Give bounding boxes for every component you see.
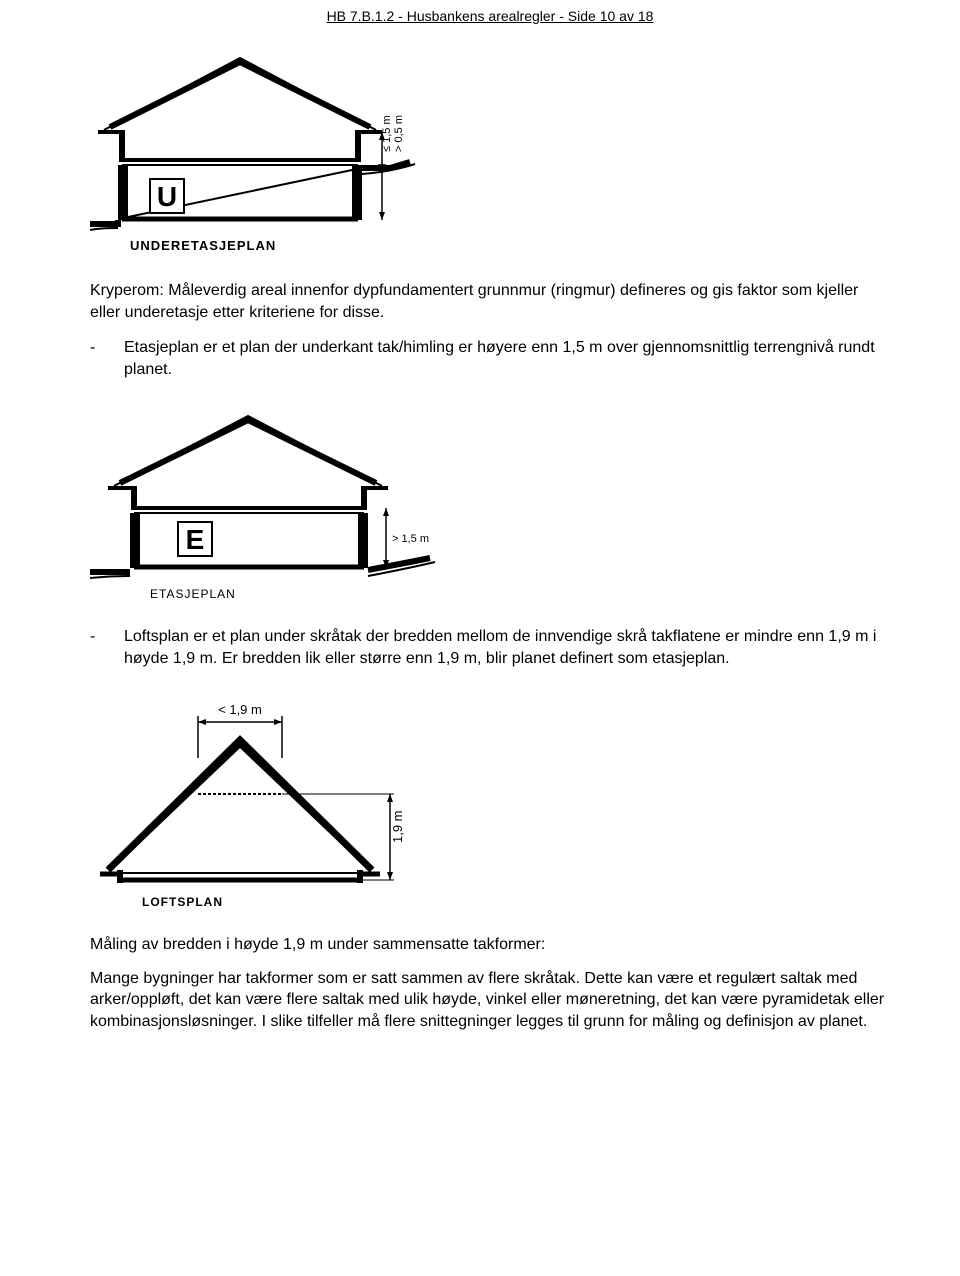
etasjeplan-diagram: E > 1,5 m ETASJEPLAN: [90, 408, 450, 608]
bullet-dash: -: [90, 626, 124, 669]
svg-text:> 0,5 m: > 0,5 m: [393, 115, 405, 152]
paragraph-kryperom: Kryperom: Måleverdig areal innenfor dypf…: [90, 280, 890, 323]
svg-text:LOFTSPLAN: LOFTSPLAN: [142, 895, 223, 909]
svg-text:E: E: [186, 524, 205, 555]
list-item-etasjeplan: - Etasjeplan er et plan der underkant ta…: [90, 337, 890, 380]
underetasjeplan-diagram: U ≤ 1,5 m > 0,5 m UNDERETASJEPLAN: [90, 52, 450, 262]
bullet-dash: -: [90, 337, 124, 380]
paragraph-mange: Mange bygninger har takformer som er sat…: [90, 968, 890, 1033]
page: HB 7.B.1.2 - Husbankens arealregler - Si…: [0, 0, 960, 1086]
figure-loftsplan: < 1,9 m 1,9 m LOFTSPLAN: [90, 698, 890, 918]
svg-text:1,9 m: 1,9 m: [390, 810, 405, 843]
loftsplan-diagram: < 1,9 m 1,9 m LOFTSPLAN: [90, 698, 450, 918]
svg-text:ETASJEPLAN: ETASJEPLAN: [150, 587, 236, 601]
svg-text:< 1,9 m: < 1,9 m: [218, 702, 262, 717]
list-item-text: Etasjeplan er et plan der underkant tak/…: [124, 337, 890, 380]
figure-etasjeplan: E > 1,5 m ETASJEPLAN: [90, 408, 890, 608]
list-item-loftsplan: - Loftsplan er et plan under skråtak der…: [90, 626, 890, 669]
subheading-maling: Måling av bredden i høyde 1,9 m under sa…: [90, 936, 890, 954]
page-header: HB 7.B.1.2 - Husbankens arealregler - Si…: [90, 0, 890, 24]
svg-text:U: U: [157, 181, 177, 212]
svg-text:> 1,5 m: > 1,5 m: [392, 533, 429, 545]
svg-text:≤ 1,5 m: ≤ 1,5 m: [381, 115, 393, 152]
figure-underetasjeplan: U ≤ 1,5 m > 0,5 m UNDERETASJEPLAN: [90, 52, 890, 262]
list-item-text: Loftsplan er et plan under skråtak der b…: [124, 626, 890, 669]
svg-text:UNDERETASJEPLAN: UNDERETASJEPLAN: [130, 238, 276, 253]
